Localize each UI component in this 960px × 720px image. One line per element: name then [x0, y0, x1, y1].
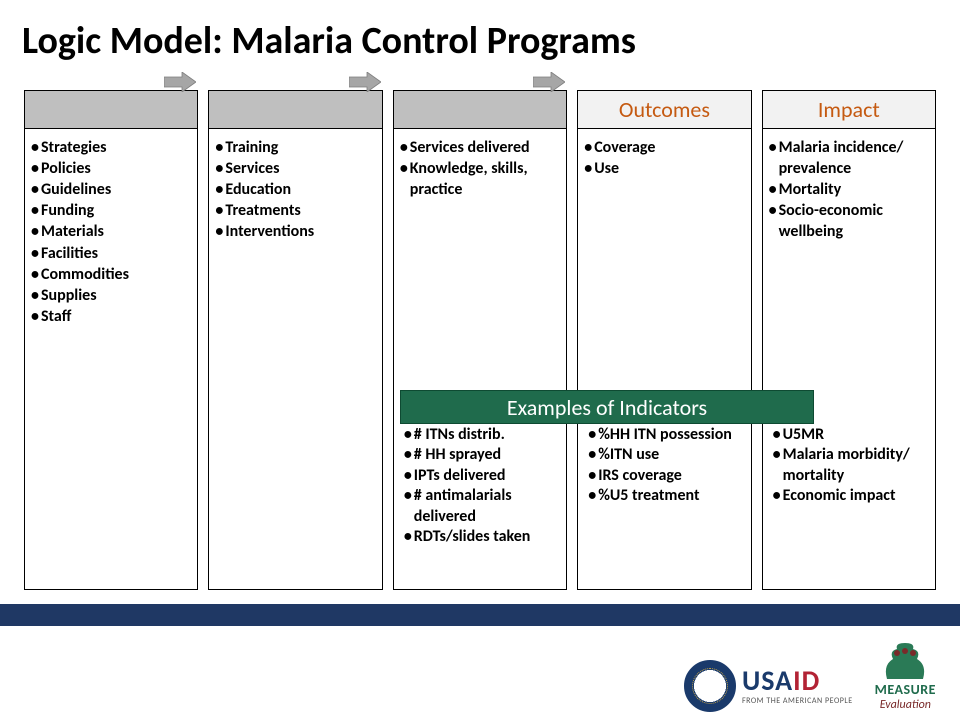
list-item: Socio-economic wellbeing: [769, 200, 929, 242]
list-item: Economic impact: [773, 486, 927, 506]
usaid-tagline: FROM THE AMERICAN PEOPLE: [742, 697, 853, 705]
list-item: Staff: [31, 306, 191, 327]
column-header: [209, 91, 381, 129]
list-item: Training: [215, 137, 375, 158]
column-body: TrainingServicesEducationTreatmentsInter…: [209, 129, 381, 249]
measure-icon: [881, 641, 929, 681]
list-item: Coverage: [584, 137, 744, 158]
list-item: Guidelines: [31, 179, 191, 200]
indicators-list: U5MRMalaria morbidity/ mortalityEconomic…: [773, 425, 927, 583]
column-header: Outcomes: [578, 91, 750, 129]
arrow-icon: [533, 72, 565, 92]
list-item: Malaria incidence/ prevalence: [769, 137, 929, 179]
list-item: Policies: [31, 158, 191, 179]
column-1: TrainingServicesEducationTreatmentsInter…: [208, 90, 382, 590]
list-item: Interventions: [215, 221, 375, 242]
usaid-text: USAID FROM THE AMERICAN PEOPLE: [742, 667, 853, 705]
list-item: IPTs delivered: [404, 466, 558, 486]
list-item: %ITN use: [588, 445, 742, 465]
columns-container: StrategiesPoliciesGuidelinesFundingMater…: [0, 64, 960, 590]
measure-line1: MEASURE: [875, 681, 936, 698]
measure-logo: MEASURE Evaluation: [875, 641, 936, 712]
column-2: Services deliveredKnowledge, skills, pra…: [393, 90, 567, 590]
column-header: [394, 91, 566, 129]
list-item: # ITNs distrib.: [404, 425, 558, 445]
column-header: [25, 91, 197, 129]
usaid-logo: USAID FROM THE AMERICAN PEOPLE: [684, 660, 853, 712]
list-item: Services delivered: [400, 137, 560, 158]
arrow-icon: [164, 72, 196, 92]
list-item: # HH sprayed: [404, 445, 558, 465]
column-4: ImpactMalaria incidence/ prevalenceMorta…: [762, 90, 936, 590]
list-item: Services: [215, 158, 375, 179]
list-item: Use: [584, 158, 744, 179]
column-body: Malaria incidence/ prevalenceMortalitySo…: [763, 129, 935, 249]
measure-line2: Evaluation: [880, 698, 931, 712]
list-item: Mortality: [769, 179, 929, 200]
list-item: Malaria morbidity/ mortality: [773, 445, 927, 486]
list-item: Education: [215, 179, 375, 200]
column-body: StrategiesPoliciesGuidelinesFundingMater…: [25, 129, 197, 333]
column-3: OutcomesCoverageUse%HH ITN possession%IT…: [577, 90, 751, 590]
list-item: Materials: [31, 221, 191, 242]
list-item: U5MR: [773, 425, 927, 445]
footer-band: [0, 604, 960, 626]
indicators-list: # ITNs distrib.# HH sprayedIPTs delivere…: [404, 425, 558, 583]
column-body: Services deliveredKnowledge, skills, pra…: [394, 129, 566, 206]
list-item: %HH ITN possession: [588, 425, 742, 445]
list-item: RDTs/slides taken: [404, 527, 558, 547]
list-item: Strategies: [31, 137, 191, 158]
logo-row: USAID FROM THE AMERICAN PEOPLE MEASURE E…: [684, 641, 936, 712]
list-item: %U5 treatment: [588, 486, 742, 506]
indicators-banner: Examples of Indicators: [400, 390, 814, 424]
list-item: IRS coverage: [588, 466, 742, 486]
indicators-list: %HH ITN possession%ITN useIRS coverage%U…: [588, 425, 742, 583]
list-item: Knowledge, skills, practice: [400, 158, 560, 200]
list-item: Supplies: [31, 285, 191, 306]
list-item: Commodities: [31, 264, 191, 285]
banner-label: Examples of Indicators: [507, 394, 707, 421]
list-item: Funding: [31, 200, 191, 221]
list-item: # antimalarials delivered: [404, 486, 558, 527]
arrow-icon: [349, 72, 381, 92]
usaid-seal-icon: [684, 660, 736, 712]
page-title: Logic Model: Malaria Control Programs: [0, 0, 960, 64]
column-body: CoverageUse: [578, 129, 750, 185]
column-header: Impact: [763, 91, 935, 129]
usaid-wordmark: USAID: [742, 667, 853, 695]
list-item: Facilities: [31, 243, 191, 264]
list-item: Treatments: [215, 200, 375, 221]
column-0: StrategiesPoliciesGuidelinesFundingMater…: [24, 90, 198, 590]
